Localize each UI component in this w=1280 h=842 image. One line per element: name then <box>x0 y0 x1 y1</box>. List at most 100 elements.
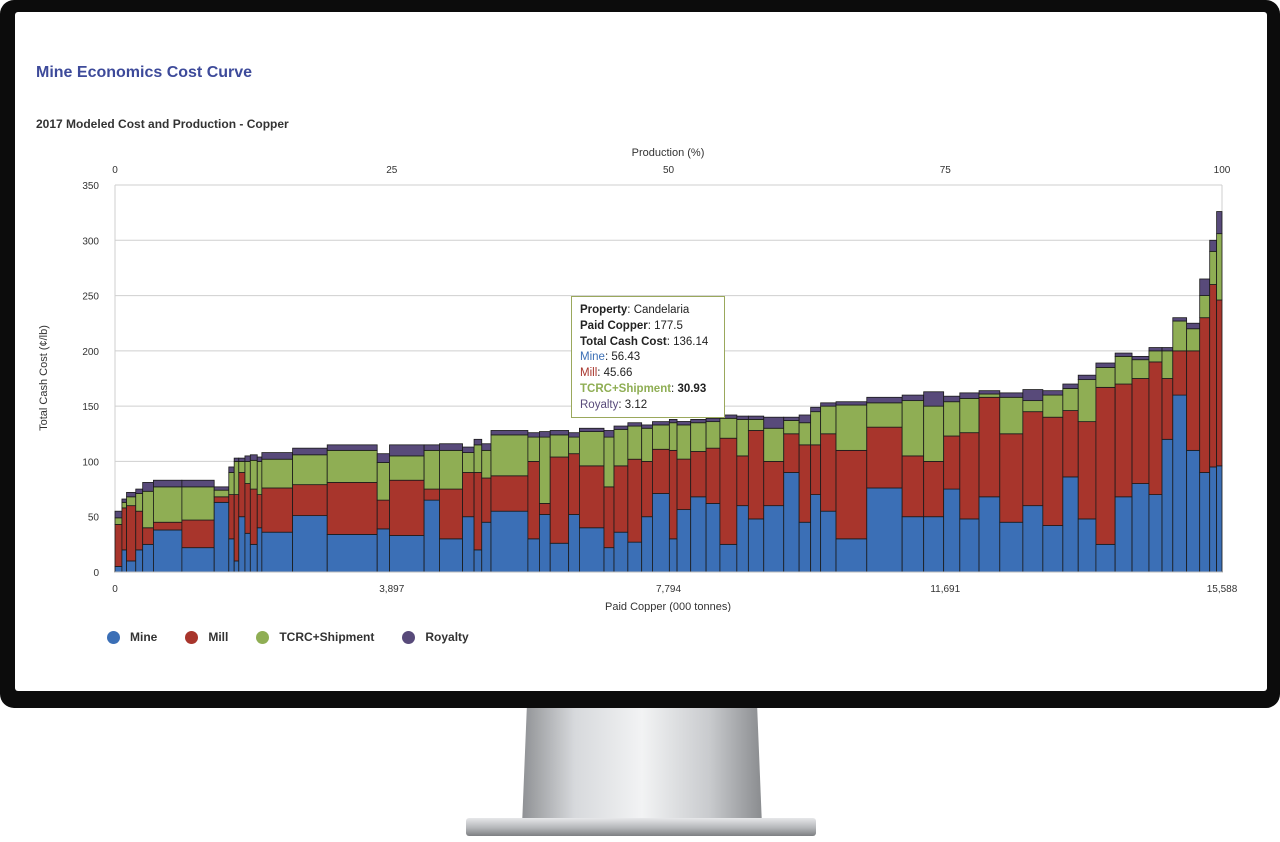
bar-tcrc-segment[interactable] <box>135 493 144 512</box>
bar-tcrc-segment[interactable] <box>943 401 961 437</box>
bar-royalty-segment[interactable] <box>1042 390 1064 396</box>
bar-mill-segment[interactable] <box>668 449 678 540</box>
bar-mill-segment[interactable] <box>1042 416 1064 526</box>
bar-tcrc-segment[interactable] <box>228 472 235 496</box>
bar-mill-segment[interactable] <box>126 505 137 562</box>
bar-mine-segment[interactable] <box>389 535 425 573</box>
bar-mill-segment[interactable] <box>1216 299 1223 467</box>
bar-tcrc-segment[interactable] <box>1022 400 1044 413</box>
bar-tcrc-segment[interactable] <box>798 422 812 446</box>
bar-mine-segment[interactable] <box>736 505 749 573</box>
bar-mine-segment[interactable] <box>668 538 678 573</box>
bar-mine-segment[interactable] <box>142 543 154 573</box>
bar-mill-segment[interactable] <box>481 477 492 523</box>
bar-tcrc-segment[interactable] <box>763 427 785 462</box>
bar-royalty-segment[interactable] <box>142 482 154 492</box>
bar-royalty-segment[interactable] <box>1199 278 1211 296</box>
bar-mill-segment[interactable] <box>1172 350 1188 396</box>
bar-mill-segment[interactable] <box>676 458 692 511</box>
bar-mill-segment[interactable] <box>798 444 812 523</box>
bar-mine-segment[interactable] <box>705 503 721 573</box>
bar-mill-segment[interactable] <box>249 488 258 545</box>
bar-tcrc-segment[interactable] <box>1042 394 1064 418</box>
bar-tcrc-segment[interactable] <box>213 489 230 498</box>
bar-mine-segment[interactable] <box>233 560 240 573</box>
bar-mill-segment[interactable] <box>705 447 721 504</box>
bar-royalty-segment[interactable] <box>866 396 903 404</box>
bar-tcrc-segment[interactable] <box>539 436 551 504</box>
bar-mine-segment[interactable] <box>1148 494 1163 573</box>
bar-mine-segment[interactable] <box>1062 476 1079 573</box>
bar-royalty-segment[interactable] <box>1161 347 1174 352</box>
bar-tcrc-segment[interactable] <box>1131 359 1150 379</box>
bar-mill-segment[interactable] <box>1022 411 1044 507</box>
bar-royalty-segment[interactable] <box>423 444 440 451</box>
bar-royalty-segment[interactable] <box>326 444 378 451</box>
bar-mine-segment[interactable] <box>978 496 1001 573</box>
bar-mine-segment[interactable] <box>126 560 137 573</box>
bar-tcrc-segment[interactable] <box>1186 328 1201 352</box>
bar-royalty-segment[interactable] <box>213 486 230 491</box>
bar-royalty-segment[interactable] <box>539 431 551 438</box>
bar-mine-segment[interactable] <box>820 510 837 573</box>
bar-mine-segment[interactable] <box>256 527 263 573</box>
bar-tcrc-segment[interactable] <box>1077 379 1097 423</box>
bar-mill-segment[interactable] <box>1095 386 1116 545</box>
bar-mill-segment[interactable] <box>810 444 822 496</box>
bar-tcrc-segment[interactable] <box>1209 250 1218 285</box>
bar-mine-segment[interactable] <box>423 499 440 573</box>
bar-royalty-segment[interactable] <box>627 422 643 427</box>
bar-royalty-segment[interactable] <box>121 498 127 503</box>
bar-mill-segment[interactable] <box>568 453 580 515</box>
bar-royalty-segment[interactable] <box>1095 362 1116 368</box>
bar-mine-segment[interactable] <box>439 538 463 573</box>
bar-mill-segment[interactable] <box>261 487 294 533</box>
bar-royalty-segment[interactable] <box>810 406 822 413</box>
bar-mine-segment[interactable] <box>999 521 1024 573</box>
bar-royalty-segment[interactable] <box>1062 383 1079 389</box>
bar-mill-segment[interactable] <box>943 435 961 490</box>
bar-tcrc-segment[interactable] <box>1199 295 1211 319</box>
bar-mine-segment[interactable] <box>549 542 570 573</box>
bar-tcrc-segment[interactable] <box>603 436 615 488</box>
bar-mill-segment[interactable] <box>490 475 529 512</box>
bar-tcrc-segment[interactable] <box>1114 355 1133 385</box>
bar-mine-segment[interactable] <box>462 516 475 573</box>
bar-tcrc-segment[interactable] <box>389 455 425 481</box>
bar-mill-segment[interactable] <box>539 503 551 515</box>
bar-tcrc-segment[interactable] <box>481 449 492 479</box>
bar-mill-segment[interactable] <box>238 472 246 518</box>
bar-tcrc-segment[interactable] <box>423 449 440 490</box>
bar-royalty-segment[interactable] <box>256 456 263 462</box>
bar-mine-segment[interactable] <box>292 515 328 573</box>
bar-tcrc-segment[interactable] <box>233 461 240 495</box>
bar-mill-segment[interactable] <box>256 494 263 529</box>
bar-mill-segment[interactable] <box>549 456 570 544</box>
bar-mill-segment[interactable] <box>1077 421 1097 520</box>
bar-mine-segment[interactable] <box>603 547 615 573</box>
bar-mine-segment[interactable] <box>121 549 127 573</box>
bar-royalty-segment[interactable] <box>233 457 240 462</box>
bar-royalty-segment[interactable] <box>490 430 529 436</box>
bar-mine-segment[interactable] <box>213 501 230 573</box>
bar-mine-segment[interactable] <box>676 509 692 573</box>
bar-tcrc-segment[interactable] <box>652 424 670 450</box>
bar-tcrc-segment[interactable] <box>736 419 749 457</box>
bar-tcrc-segment[interactable] <box>1172 320 1188 352</box>
bar-mine-segment[interactable] <box>376 528 390 573</box>
bar-royalty-segment[interactable] <box>1114 352 1133 357</box>
bar-mine-segment[interactable] <box>783 472 800 573</box>
bar-royalty-segment[interactable] <box>1077 374 1097 381</box>
bar-royalty-segment[interactable] <box>978 390 1001 395</box>
bar-mine-segment[interactable] <box>1042 525 1064 573</box>
bar-royalty-segment[interactable] <box>228 466 235 473</box>
bar-mine-segment[interactable] <box>181 547 215 573</box>
bar-tcrc-segment[interactable] <box>256 461 263 495</box>
bar-mine-segment[interactable] <box>798 521 812 573</box>
bar-royalty-segment[interactable] <box>527 432 540 438</box>
bar-royalty-segment[interactable] <box>901 394 925 402</box>
bar-mill-segment[interactable] <box>326 482 378 535</box>
bar-royalty-segment[interactable] <box>244 455 251 462</box>
bar-tcrc-segment[interactable] <box>627 425 643 460</box>
bar-mine-segment[interactable] <box>810 494 822 573</box>
